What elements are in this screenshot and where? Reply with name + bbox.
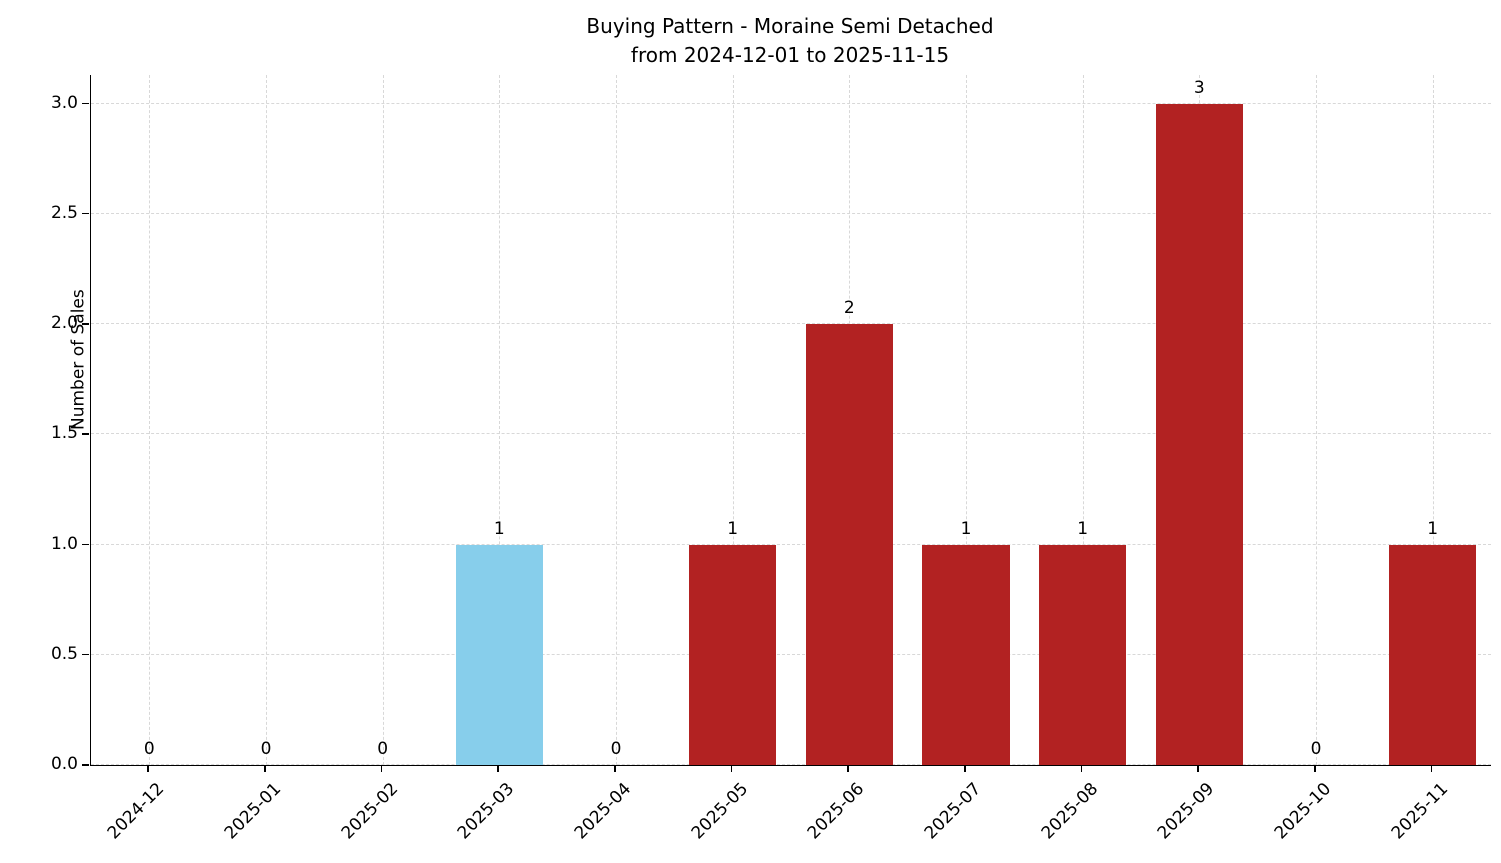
x-tick-mark <box>497 765 499 772</box>
bar-value-label: 0 <box>1310 739 1322 759</box>
y-tick-label: 2.0 <box>50 313 78 334</box>
bar-value-label: 1 <box>727 518 739 539</box>
y-axis-label: Number of Sales <box>68 289 89 430</box>
chart-title: Buying Pattern - Moraine Semi Detached f… <box>90 12 1490 70</box>
x-tick-mark <box>964 765 966 772</box>
y-tick-label: 0.5 <box>50 643 78 664</box>
y-tick-mark <box>82 323 89 325</box>
x-gridline <box>966 75 967 765</box>
bar-value-label: 0 <box>377 739 389 759</box>
x-tick-mark <box>147 765 149 772</box>
y-tick-mark <box>82 653 89 656</box>
x-gridline <box>499 75 501 765</box>
x-tick-mark <box>1197 765 1199 772</box>
x-tick-mark <box>1314 765 1316 772</box>
x-tick-mark <box>847 765 849 772</box>
x-tick-mark <box>1080 765 1083 772</box>
y-gridline <box>91 323 1491 325</box>
y-gridline <box>91 102 1491 104</box>
bar <box>805 324 894 765</box>
bar <box>1155 103 1244 765</box>
x-gridline <box>149 75 151 765</box>
y-tick-mark <box>82 543 89 546</box>
x-gridline <box>732 75 734 765</box>
x-gridline <box>616 75 617 765</box>
bar-value-label: 1 <box>1427 518 1439 539</box>
bar <box>455 544 544 765</box>
y-tick-mark <box>82 764 89 766</box>
bar-value-label: 1 <box>493 518 505 539</box>
x-tick-mark <box>1430 765 1433 772</box>
bar-value-label: 0 <box>260 739 272 759</box>
y-tick-mark <box>82 102 89 105</box>
y-gridline <box>91 212 1491 214</box>
x-tick-mark <box>614 765 616 772</box>
y-tick-label: 1.5 <box>50 423 78 444</box>
bar-value-label: 1 <box>960 518 972 539</box>
bar <box>688 544 777 765</box>
x-gridline <box>1432 75 1434 765</box>
x-gridline <box>266 75 267 765</box>
plot-area: 0 0 0 1 0 1 2 1 1 3 0 1 <box>90 75 1491 766</box>
x-tick-mark <box>730 765 733 772</box>
y-tick-label: 1.0 <box>50 533 78 554</box>
bar-value-label: 3 <box>1193 77 1205 98</box>
y-gridline <box>91 653 1491 655</box>
bar-value-label: 2 <box>843 298 855 319</box>
y-tick-label: 3.0 <box>50 92 78 113</box>
x-tick-mark <box>380 765 383 772</box>
bar-value-label: 0 <box>610 739 622 759</box>
x-tick-mark <box>264 765 266 772</box>
y-tick-mark <box>82 433 89 435</box>
bar <box>1038 544 1127 765</box>
y-tick-label: 0.0 <box>50 754 78 774</box>
y-gridline <box>91 764 1491 765</box>
y-tick-mark <box>82 212 89 215</box>
bar <box>922 544 1010 765</box>
y-tick-label: 2.5 <box>50 202 78 223</box>
chart-title-line2: from 2024-12-01 to 2025-11-15 <box>630 43 950 67</box>
x-gridline <box>1316 75 1317 765</box>
y-gridline <box>91 543 1491 545</box>
y-gridline <box>91 433 1491 435</box>
x-gridline <box>1082 75 1084 765</box>
bar <box>1388 544 1477 765</box>
x-gridline <box>382 75 384 765</box>
bar-value-label: 0 <box>143 739 155 759</box>
bar-value-label: 1 <box>1077 518 1089 539</box>
chart-title-line1: Buying Pattern - Moraine Semi Detached <box>586 14 994 38</box>
